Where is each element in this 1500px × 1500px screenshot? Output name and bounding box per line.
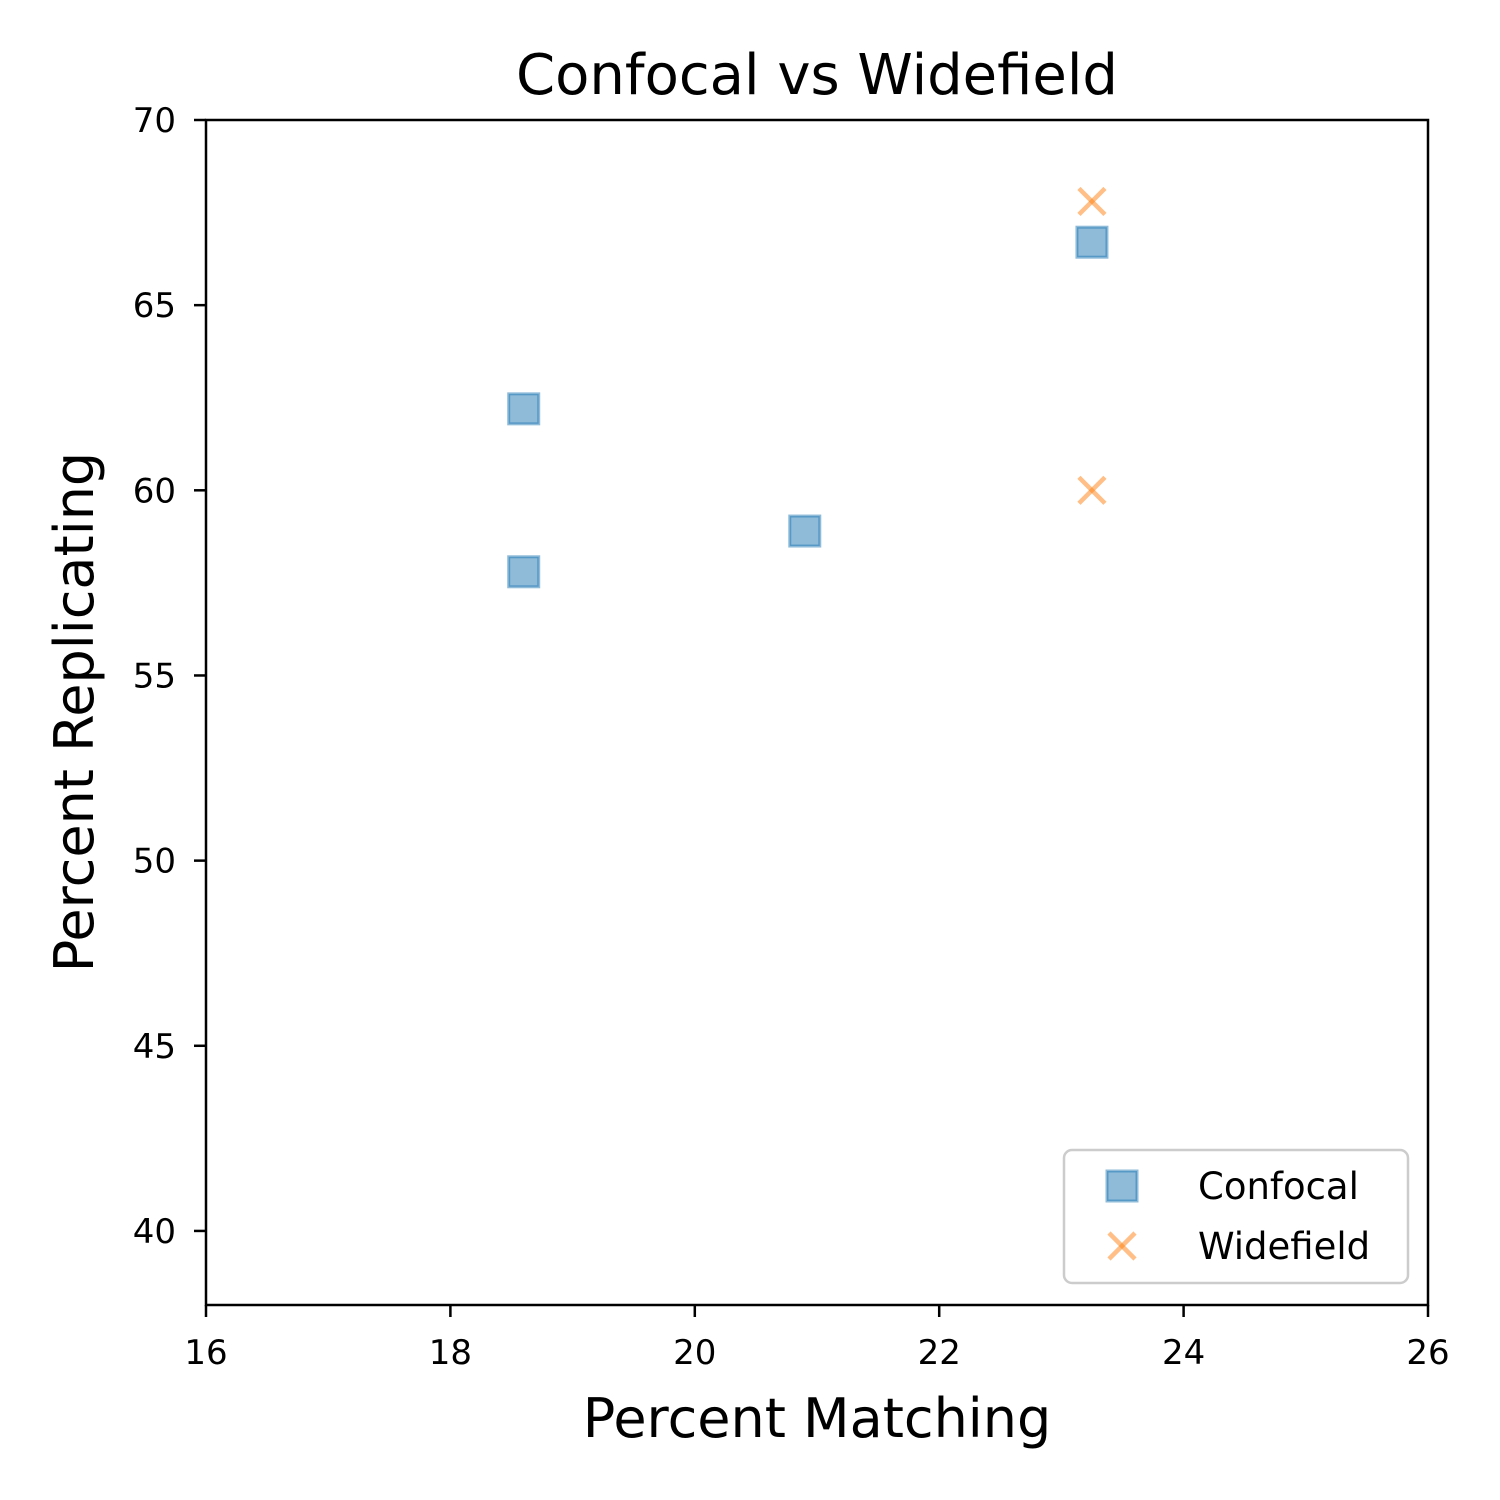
widefield-point-stroke bbox=[1077, 475, 1107, 505]
legend-marker-widefield bbox=[1107, 1231, 1137, 1261]
confocal-point bbox=[788, 514, 822, 548]
legend-entries: Confocal Widefield bbox=[1105, 1165, 1370, 1268]
widefield-point-stroke bbox=[1077, 186, 1107, 217]
confocal-point bbox=[1075, 225, 1109, 259]
widefield-point bbox=[1077, 186, 1107, 217]
legend: Confocal Widefield bbox=[1062, 1148, 1410, 1285]
points-layer bbox=[507, 186, 1109, 589]
legend-box bbox=[1062, 1148, 1410, 1285]
y-tick-label: 45 bbox=[133, 1027, 176, 1067]
y-tick-label: 70 bbox=[133, 101, 176, 141]
chart-title: Confocal vs Widefield bbox=[516, 43, 1118, 108]
x-tick-label: 16 bbox=[184, 1333, 227, 1373]
y-tick-label: 65 bbox=[133, 286, 176, 326]
y-tick-label: 40 bbox=[133, 1212, 176, 1252]
ticks-layer: 16 18 20 22 24 26 40 45 50 55 60 65 70 bbox=[133, 101, 1450, 1373]
confocal-point bbox=[507, 392, 541, 426]
y-tick-label: 50 bbox=[133, 842, 176, 882]
x-tick-label: 22 bbox=[918, 1333, 961, 1373]
confocal-point bbox=[507, 555, 541, 589]
legend-label: Confocal bbox=[1198, 1165, 1359, 1208]
x-tick-label: 20 bbox=[673, 1333, 716, 1373]
plot-frame bbox=[204, 118, 1430, 1307]
legend-label: Widefield bbox=[1198, 1225, 1370, 1268]
x-tick-label: 18 bbox=[429, 1333, 472, 1373]
x-tick-label: 24 bbox=[1162, 1333, 1205, 1373]
legend-marker-widefield-stroke bbox=[1107, 1231, 1137, 1261]
y-tick-label: 55 bbox=[133, 656, 176, 696]
y-axis-label: Percent Replicating bbox=[43, 452, 106, 972]
x-axis-label: Percent Matching bbox=[583, 1387, 1052, 1450]
legend-marker-confocal bbox=[1105, 1169, 1139, 1203]
y-tick-label: 60 bbox=[133, 471, 176, 511]
x-tick-label: 26 bbox=[1406, 1333, 1449, 1373]
widefield-point bbox=[1077, 475, 1107, 505]
